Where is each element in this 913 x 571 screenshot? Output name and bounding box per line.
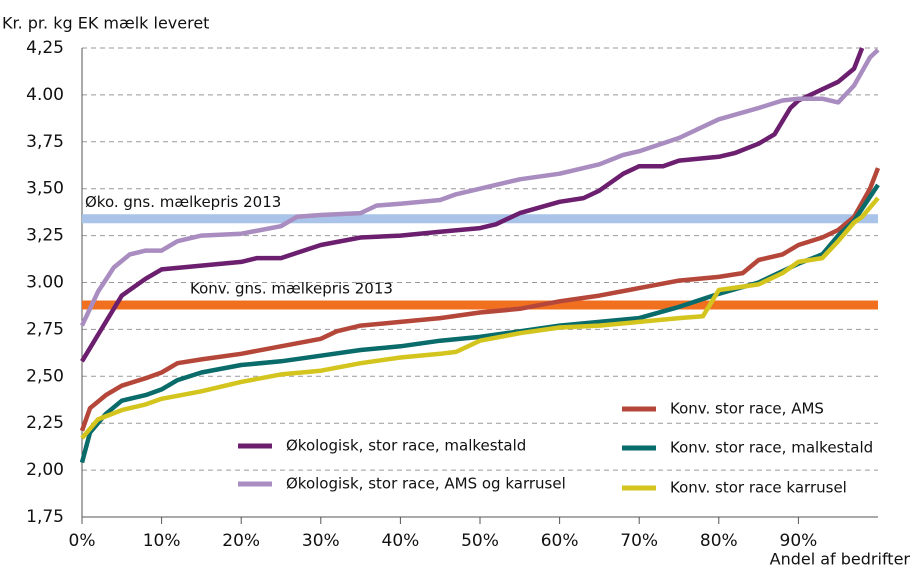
y-tick-label: 2,00 [26, 460, 64, 480]
legend-label: Økologisk, stor race, malkestald [286, 437, 526, 455]
series-line [79, 48, 880, 327]
y-tick-label: 3.00 [26, 273, 64, 293]
y-tick-label: 2,50 [26, 366, 64, 386]
x-tick-label: 90% [780, 531, 818, 551]
reference-label: Øko. gns. mælkepris 2013 [85, 193, 281, 211]
x-tick-label: 0% [69, 531, 96, 551]
x-tick-label: 60% [541, 531, 579, 551]
x-tick-label: 70% [620, 531, 658, 551]
x-tick-label: 80% [700, 531, 738, 551]
legend-label: Konv. stor race karrusel [670, 479, 847, 497]
x-axis-label: Andel af bedrifter [770, 550, 911, 569]
y-tick-label: 4.00 [26, 85, 64, 105]
y-tick-label: 1,75 [26, 507, 64, 527]
y-axis-label: Kr. pr. kg EK mælk leveret [2, 14, 209, 33]
y-tick-label: 3,75 [26, 132, 64, 152]
x-tick-label: 10% [143, 531, 181, 551]
legend-label: Økologisk, stor race, AMS og karrusel [286, 475, 566, 493]
series-line [79, 167, 881, 432]
series-line [80, 47, 865, 363]
y-tick-label: 4,25 [26, 38, 64, 58]
x-tick-label: 50% [461, 531, 499, 551]
y-tick-label: 3,25 [26, 226, 64, 246]
x-tick-label: 20% [222, 531, 260, 551]
x-tick-label: 40% [382, 531, 420, 551]
series-line [80, 196, 880, 440]
y-tick-label: 3,50 [26, 179, 64, 199]
legend-label: Konv. stor race, AMS [670, 400, 824, 418]
y-tick-label: 2,25 [26, 413, 64, 433]
y-tick-label: 2,75 [26, 319, 64, 339]
legend-label: Konv. stor race, malkestald [670, 439, 873, 457]
x-tick-label: 30% [302, 531, 340, 551]
reference-label: Konv. gns. mælkepris 2013 [190, 280, 393, 298]
